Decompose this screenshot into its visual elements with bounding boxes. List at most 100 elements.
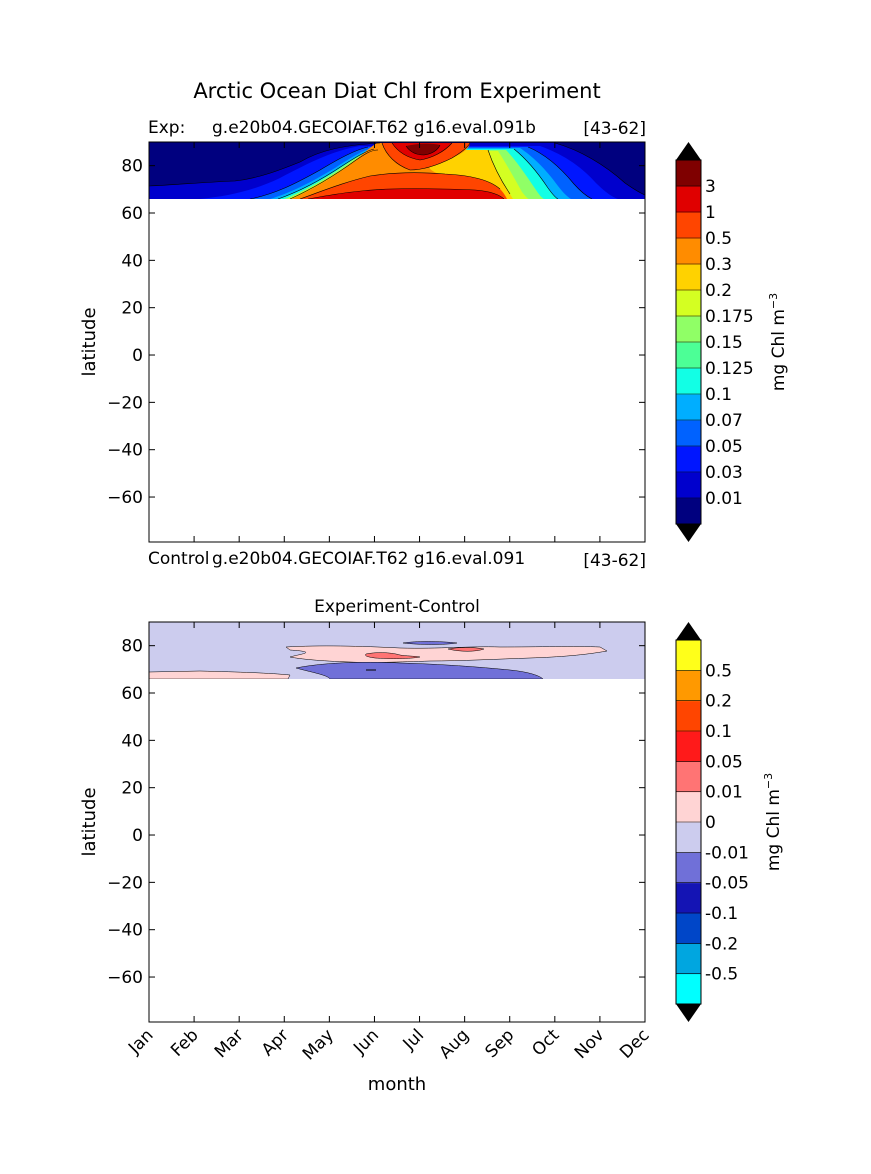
diff-colorbar-level-label: 0 bbox=[705, 813, 716, 833]
exp-colorbar-level-label: 0.3 bbox=[705, 255, 732, 275]
diff-positive-patch-1 bbox=[365, 652, 421, 659]
exp-colorbar-segment bbox=[676, 420, 701, 447]
diff-colorbar-frame bbox=[675, 639, 702, 1005]
figure-title: Arctic Ocean Diat Chl from Experiment bbox=[193, 79, 600, 103]
diff-colorbar-segments bbox=[676, 640, 701, 1005]
diff-colorbar-level-label: 0.1 bbox=[705, 722, 732, 742]
diff-x-tick-label: Jun bbox=[349, 1025, 383, 1059]
exp-y-axis-label: latitude bbox=[79, 307, 100, 376]
exp-colorbar-level-label: 0.1 bbox=[705, 385, 732, 405]
diff-colorbar-segment bbox=[676, 640, 701, 671]
diff-colorbar-level-label: -0.2 bbox=[705, 934, 738, 954]
exp-colorbar-level-label: 0.2 bbox=[705, 281, 732, 301]
diff-colorbar-level-label: -0.01 bbox=[705, 843, 749, 863]
exp-contour-lines bbox=[149, 142, 645, 199]
diff-x-tick-label: Jan bbox=[124, 1025, 157, 1058]
exp-colorbar-segment bbox=[676, 446, 701, 473]
diff-x-tick-label: Oct bbox=[528, 1025, 563, 1060]
exp-colorbar-segment bbox=[676, 186, 701, 213]
diff-colorbar-tick-labels: -0.5 -0.2 -0.1 -0.05 -0.01 0 0.01 0.05 0.1 0.2 0.5 bbox=[705, 661, 749, 984]
exp-y-tick-label: 20 bbox=[121, 299, 143, 319]
diff-colorbar-segment bbox=[676, 973, 701, 1005]
exp-year-range: [43-62] bbox=[583, 119, 646, 139]
ctrl-label: Control bbox=[148, 549, 209, 569]
diff-y-tick-label: 80 bbox=[121, 637, 143, 657]
diff-negative-patch-north bbox=[402, 641, 458, 645]
exp-colorbar-segment bbox=[676, 472, 701, 499]
diff-colorbar-segment bbox=[676, 791, 701, 823]
exp-colorbar-segment bbox=[676, 342, 701, 369]
exp-colorbar-frame bbox=[675, 159, 702, 525]
exp-colorbar-level-label: 0.5 bbox=[705, 229, 732, 249]
exp-case-name: g.e20b04.GECOIAF.T62 g16.eval.091b bbox=[212, 118, 536, 138]
diff-colorbar-segment bbox=[676, 670, 701, 702]
diff-y-tick-label: 40 bbox=[121, 731, 143, 751]
diff-x-axis-label: month bbox=[368, 1074, 426, 1095]
exp-colorbar-segment bbox=[676, 212, 701, 239]
diff-colorbar-segment bbox=[676, 852, 701, 884]
diff-y-axis-label: latitude bbox=[79, 787, 100, 856]
exp-colorbar-level-label: 0.175 bbox=[705, 307, 754, 327]
diff-positive-band-west bbox=[149, 670, 291, 679]
exp-y-tick-label: −40 bbox=[107, 441, 143, 461]
exp-colorbar-level-label: 0.01 bbox=[705, 489, 743, 509]
exp-y-tick-label: 80 bbox=[121, 157, 143, 177]
diff-colorbar-level-label: 0.01 bbox=[705, 783, 743, 803]
exp-y-tick-label: −20 bbox=[107, 393, 143, 413]
exp-y-tick-label: 40 bbox=[121, 251, 143, 271]
exp-y-tick-label: 0 bbox=[132, 346, 143, 366]
diff-positive-band-main bbox=[285, 645, 608, 663]
exp-contour-1 bbox=[300, 143, 507, 199]
exp-colorbar-level-label: 1 bbox=[705, 203, 716, 223]
diff-y-tick-label: −40 bbox=[107, 921, 143, 941]
diff-x-tick-label: Sep bbox=[481, 1025, 518, 1062]
diff-colorbar-segment bbox=[676, 761, 701, 793]
diff-x-tick-label: May bbox=[299, 1025, 338, 1064]
exp-colorbar-segment bbox=[676, 498, 701, 525]
diff-colorbar-level-label: -0.5 bbox=[705, 965, 738, 985]
exp-colorbar-segment bbox=[676, 316, 701, 343]
exp-contour-3 bbox=[308, 143, 504, 199]
diff-x-tick-label: Nov bbox=[571, 1025, 609, 1063]
diff-colorbar-segment bbox=[676, 731, 701, 762]
exp-colorbar-level-label: 0.125 bbox=[705, 359, 754, 379]
exp-colorbar-level-label: 0.07 bbox=[705, 411, 743, 431]
ctrl-case-name: g.e20b04.GECOIAF.T62 g16.eval.091 bbox=[212, 549, 525, 569]
diff-colorbar-level-label: -0.1 bbox=[705, 904, 738, 924]
diff-y-tick-label: −60 bbox=[107, 968, 143, 988]
diff-ticks: 80 60 40 20 0 −20 −40 −60 Jan Feb Mar Apr May Jun Jul A… bbox=[107, 622, 654, 1064]
diff-axes-frame bbox=[148, 621, 646, 1023]
exp-colorbar-level-label: 0.15 bbox=[705, 333, 743, 353]
exp-colorbar-level-label: 3 bbox=[705, 177, 716, 197]
diff-colorbar-segment bbox=[676, 700, 701, 732]
exp-colorbar-segment bbox=[676, 368, 701, 395]
exp-colorbar-tick-labels: 0.01 0.03 0.05 0.07 0.1 0.125 0.15 0.175 0.2 0.3 0… bbox=[705, 177, 754, 509]
diff-y-tick-label: −20 bbox=[107, 873, 143, 893]
diff-x-tick-label: Aug bbox=[436, 1025, 474, 1063]
exp-colorbar-segment bbox=[676, 264, 701, 291]
diff-contour-field bbox=[149, 622, 645, 679]
diff-x-tick-label: Mar bbox=[211, 1025, 248, 1062]
exp-axes-frame bbox=[148, 141, 646, 543]
diff-x-tick-label: Feb bbox=[167, 1025, 202, 1060]
diff-colorbar-level-label: 0.5 bbox=[705, 661, 732, 681]
exp-colorbar-label: mg Chl m−3 bbox=[767, 293, 789, 391]
exp-label: Exp: bbox=[148, 118, 185, 138]
exp-y-tick-label: −60 bbox=[107, 488, 143, 508]
exp-colorbar: 0.01 0.03 0.05 0.07 0.1 0.125 0.15 0.175 0.2 0.3 0… bbox=[675, 142, 789, 542]
diff-colorbar-level-label: -0.05 bbox=[705, 874, 749, 894]
exp-colorbar-segment bbox=[676, 290, 701, 317]
diff-x-tick-label: Dec bbox=[616, 1025, 653, 1062]
diff-colorbar-label: mg Chl m−3 bbox=[762, 773, 784, 871]
diff-colorbar-level-label: 0.05 bbox=[705, 752, 743, 772]
diff-title: Experiment-Control bbox=[314, 597, 480, 617]
exp-colorbar-level-label: 0.03 bbox=[705, 463, 743, 483]
exp-colorbar-segment bbox=[676, 394, 701, 421]
diff-x-tick-label: Jul bbox=[399, 1025, 428, 1054]
exp-colorbar-level-label: 0.05 bbox=[705, 437, 743, 457]
diff-negative-band bbox=[295, 661, 544, 679]
diff-colorbar-segment bbox=[676, 882, 701, 914]
exp-colorbar-over-arrow bbox=[676, 142, 701, 160]
diff-colorbar-segment bbox=[676, 822, 701, 853]
